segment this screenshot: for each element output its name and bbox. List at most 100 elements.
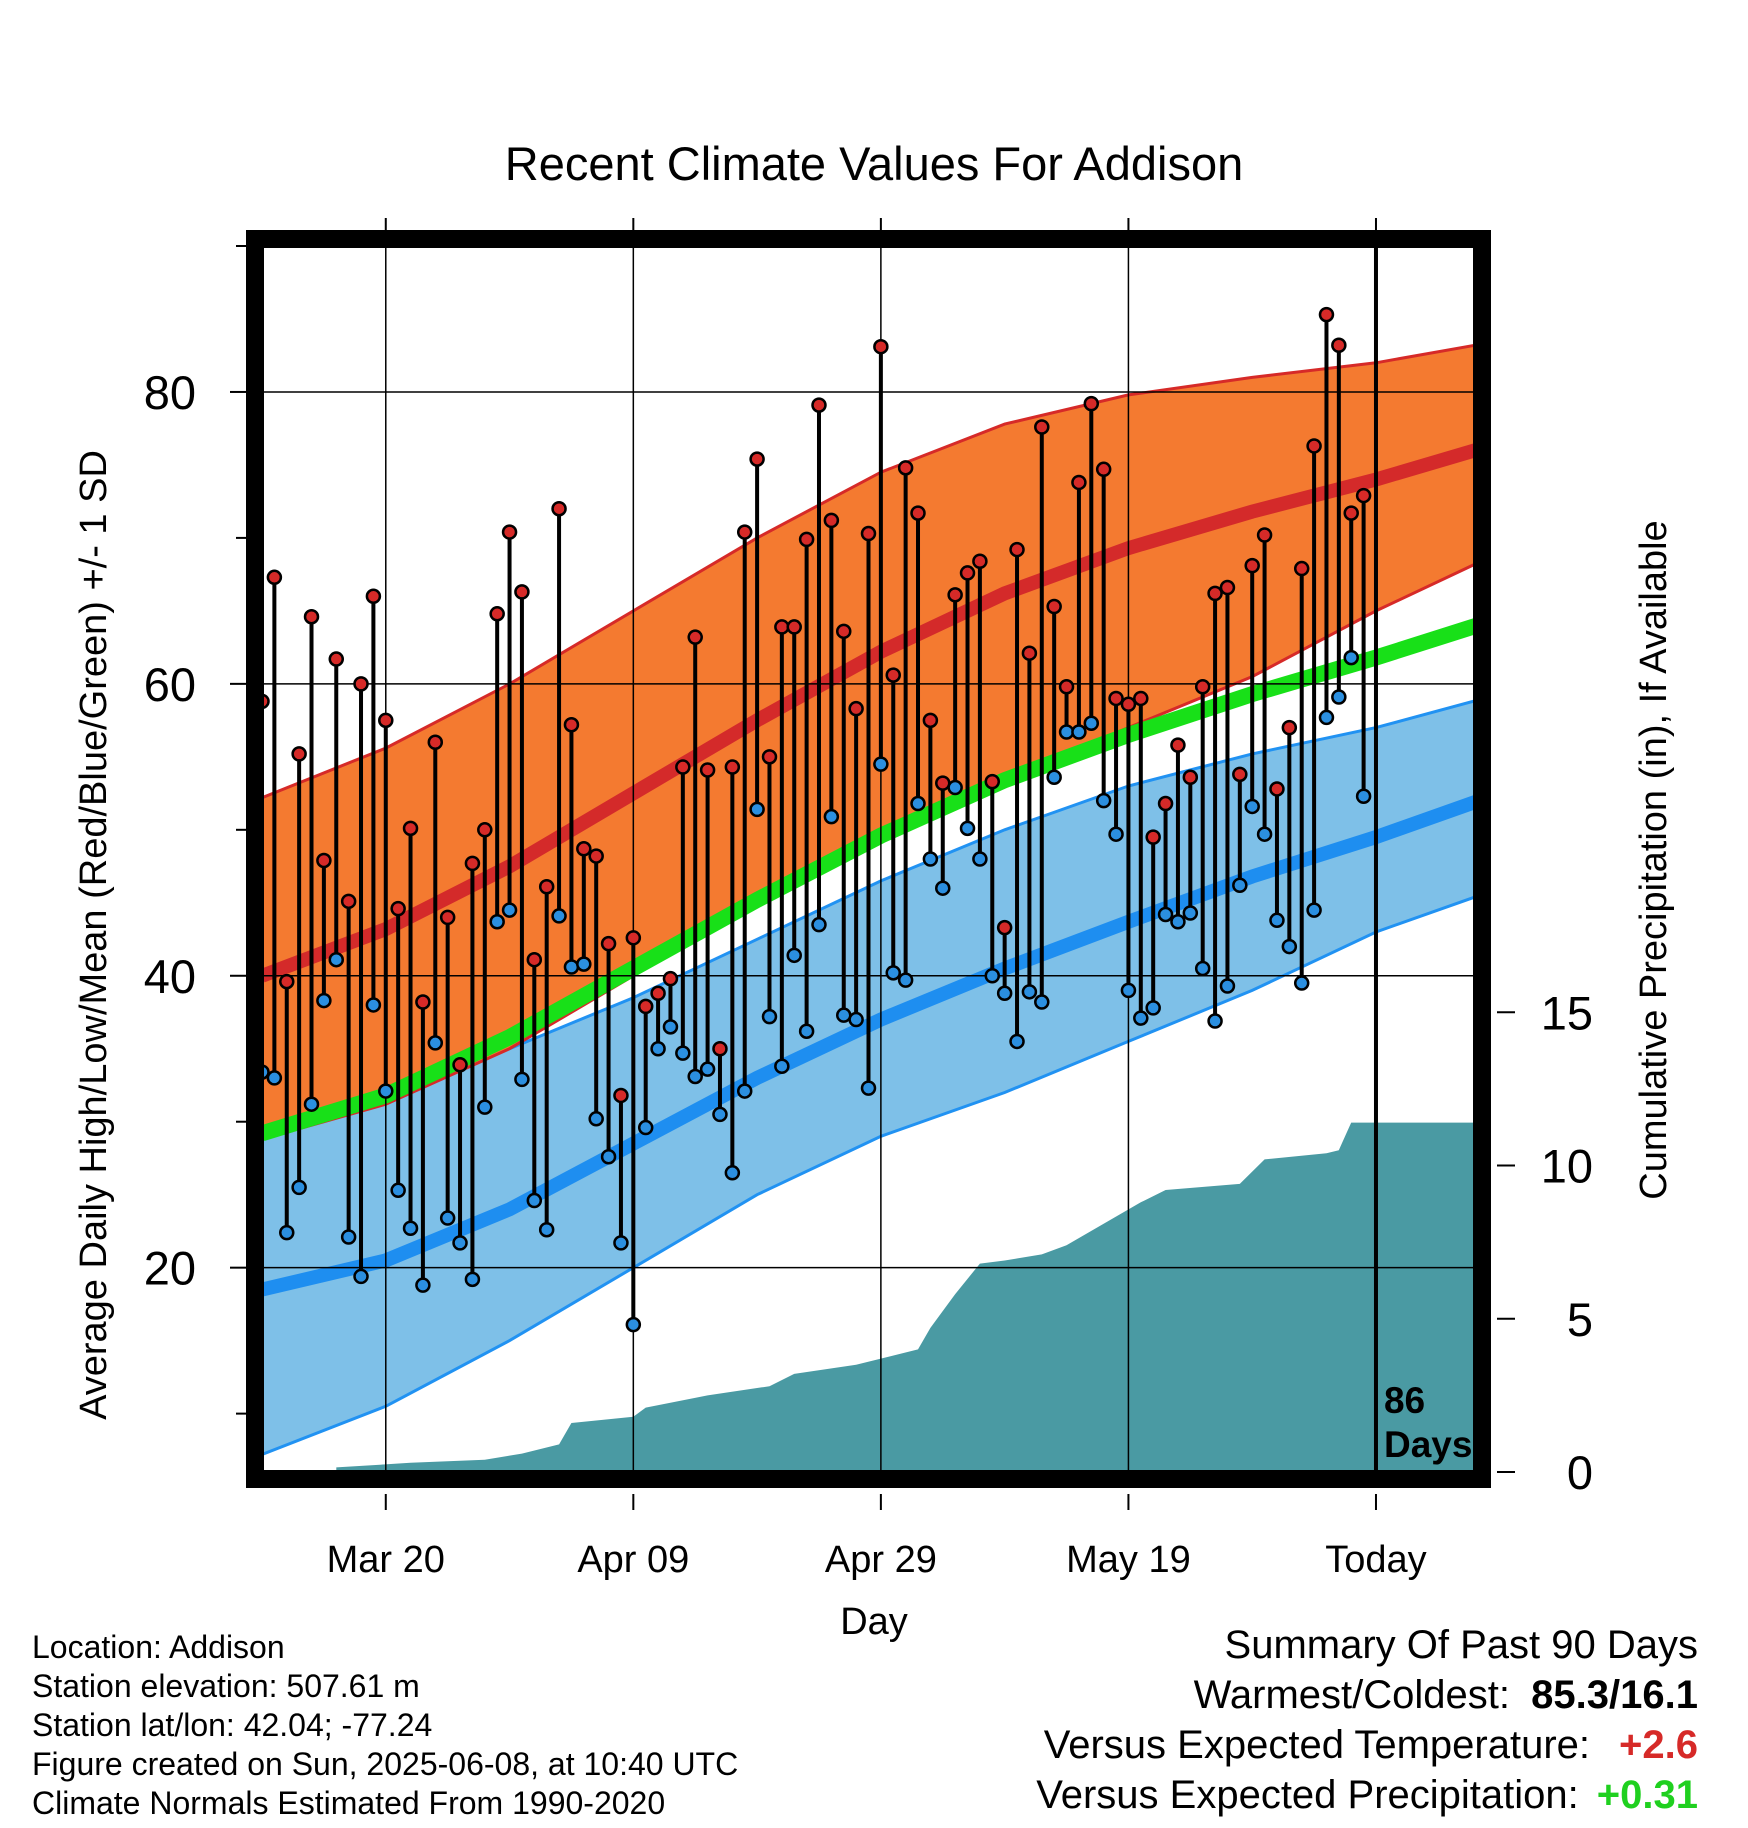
y2-tick-label: 10: [1541, 1140, 1593, 1193]
daily-low-point: [303, 1096, 320, 1112]
location-text: Location: Addison: [32, 1629, 285, 1665]
daily-low-point: [353, 1268, 369, 1285]
daily-low-point: [712, 1106, 728, 1123]
daily-low-point: [935, 880, 951, 896]
daily-high-point: [798, 531, 815, 548]
daily-low-point: [984, 968, 1001, 984]
daily-low-point: [1133, 1010, 1149, 1026]
summary-title: Summary Of Past 90 Days: [1224, 1623, 1698, 1667]
daily-low-point: [1095, 792, 1112, 809]
daily-high-point: [526, 951, 543, 968]
daily-high-point: [811, 397, 827, 413]
daily-low-point: [1219, 978, 1236, 994]
daily-high-point: [774, 619, 790, 635]
daily-high-point: [378, 712, 394, 729]
precip-anomaly-label: Versus Expected Precipitation:: [1036, 1773, 1579, 1817]
daily-low-point: [266, 1070, 283, 1086]
daily-low-point: [749, 801, 765, 818]
daily-low-point: [279, 1224, 295, 1241]
warmest-value: 85.3/16.1: [1531, 1673, 1698, 1717]
daily-low-point: [1244, 798, 1260, 815]
daily-high-point: [1207, 585, 1223, 602]
daily-high-point: [303, 608, 320, 625]
daily-low-point: [402, 1220, 419, 1237]
daily-low-point: [798, 1023, 815, 1039]
x-tick-label: Mar 20: [327, 1539, 445, 1581]
daily-high-point: [514, 584, 530, 600]
summary-temp-row: Versus Expected Temperature: +2.6: [1036, 1720, 1698, 1770]
daily-low-point: [439, 1210, 456, 1226]
daily-low-point: [662, 1019, 679, 1035]
temp-anomaly-value: +2.6: [1619, 1723, 1698, 1767]
y2-axis-label: Cumulative Precipitation (in), If Availa…: [1633, 520, 1675, 1199]
summary-warmest-row: Warmest/Coldest: 85.3/16.1: [1036, 1670, 1698, 1720]
daily-low-point: [1331, 689, 1347, 705]
daily-high-point: [625, 930, 642, 946]
y-tick-label: 40: [144, 950, 196, 1003]
daily-low-point: [1269, 912, 1285, 929]
daily-high-point: [736, 524, 753, 540]
daily-high-point: [328, 651, 345, 667]
daily-observations: [254, 306, 1372, 1333]
daily-low-point: [1281, 938, 1298, 955]
daily-high-point: [600, 935, 617, 952]
x-tick-label: Today: [1325, 1539, 1426, 1581]
daily-low-point: [1120, 982, 1137, 999]
daily-high-point: [1095, 461, 1112, 478]
daily-high-point: [984, 773, 1001, 790]
daily-high-point: [1269, 781, 1285, 797]
daily-low-point: [340, 1229, 357, 1245]
daily-high-point: [427, 734, 444, 750]
daily-low-point: [885, 965, 902, 981]
daily-high-point: [1009, 541, 1025, 558]
daily-high-point: [860, 525, 877, 542]
daily-high-point: [1244, 557, 1260, 574]
daily-low-point: [860, 1080, 877, 1096]
daily-low-point: [452, 1235, 468, 1251]
daily-high-point: [1306, 438, 1322, 454]
daily-high-point: [365, 588, 382, 605]
daily-low-point: [526, 1192, 543, 1209]
daily-high-point: [749, 451, 765, 467]
daily-high-point: [390, 900, 406, 917]
daily-low-point: [365, 997, 382, 1013]
daily-high-point: [1108, 690, 1124, 707]
daily-low-point: [328, 951, 345, 968]
daily-low-point: [972, 851, 988, 867]
daily-low-point: [736, 1083, 753, 1099]
daily-low-point: [1071, 724, 1087, 740]
daily-low-point: [316, 992, 332, 1009]
axes: 20 40 60 80 0 5 10 15 Mar 20 Apr 09 Apr 29 May 19 To…: [144, 218, 1593, 1581]
daily-low-point: [774, 1058, 790, 1075]
daily-low-point: [588, 1111, 604, 1127]
daily-low-point: [1293, 975, 1310, 991]
daily-low-point: [1046, 769, 1062, 786]
daily-low-point: [415, 1277, 431, 1293]
daily-high-point: [1046, 598, 1062, 615]
daily-high-point: [935, 775, 951, 791]
daily-high-point: [675, 759, 691, 775]
daily-high-point: [1194, 679, 1211, 695]
latlon-text: Station lat/lon: 42.04; -77.24: [32, 1707, 433, 1743]
daily-high-point: [662, 970, 679, 987]
daily-low-point: [1021, 984, 1038, 1000]
plot-frame: [246, 230, 1491, 1488]
daily-low-point: [996, 985, 1013, 1002]
plot-border: [246, 230, 1491, 1488]
daily-high-point: [873, 338, 889, 355]
today-days-number: 86: [1384, 1380, 1425, 1421]
daily-low-point: [699, 1061, 716, 1077]
daily-high-point: [576, 841, 592, 857]
y2-tick-label: 0: [1567, 1446, 1593, 1499]
daily-low-point: [637, 1119, 654, 1136]
daily-high-point: [439, 909, 456, 926]
daily-high-point: [415, 994, 431, 1010]
daily-high-point: [279, 973, 295, 990]
today-days-label: Days: [1384, 1424, 1472, 1465]
daily-high-point: [538, 878, 555, 895]
daily-low-point: [910, 795, 926, 812]
daily-low-point: [724, 1165, 741, 1181]
daily-high-point: [266, 569, 283, 586]
daily-low-point: [1157, 906, 1174, 923]
